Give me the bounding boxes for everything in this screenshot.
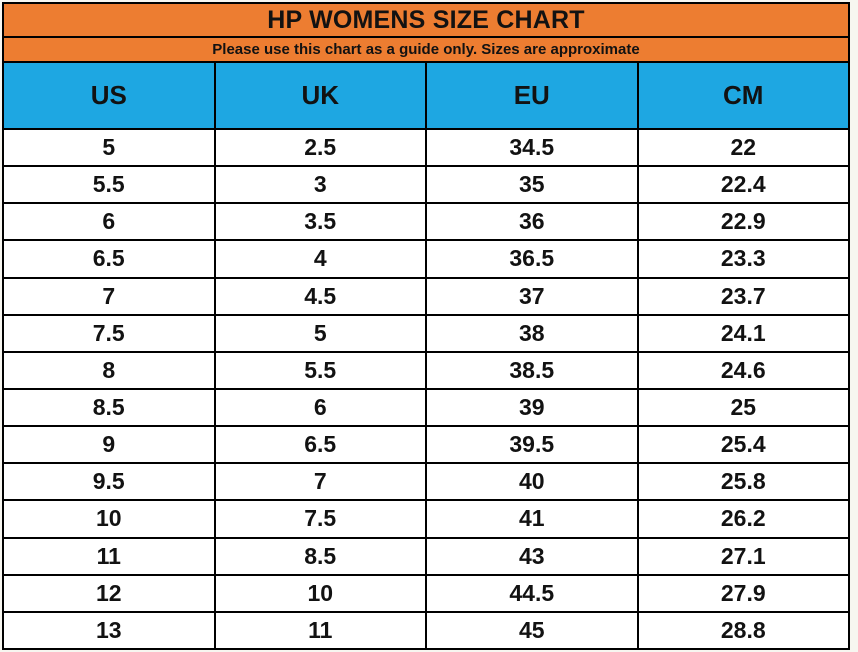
- table-row: 6 3.5 36 22.9: [4, 204, 848, 242]
- table-cell: 5.5: [4, 167, 216, 203]
- table-row: 7 4.5 37 23.7: [4, 278, 848, 316]
- table-cell: 36: [427, 204, 639, 240]
- table-cell: 9.5: [4, 464, 216, 500]
- table-cell: 38.5: [427, 352, 639, 388]
- table-cell: 23.3: [720, 245, 766, 272]
- table-cell: 40: [427, 464, 639, 500]
- table-cell: 6.5: [216, 427, 427, 463]
- table-cell: 25.8: [720, 468, 766, 495]
- table-cell: 8.5: [4, 389, 216, 426]
- table-cell: 6: [216, 389, 427, 426]
- table-row: 9 6.5 39.5 25.4: [4, 427, 848, 465]
- table-cell: 24.1: [720, 319, 766, 346]
- table-cell: 39: [427, 389, 639, 426]
- table-row: 12 10 44.5 27.9: [4, 575, 848, 613]
- table-cell: 4: [216, 241, 427, 277]
- table-cell: 38: [427, 315, 639, 351]
- table-row: 8.5 6 39 25: [4, 389, 848, 428]
- table-cell: 13: [4, 612, 216, 648]
- table-row: 8 5.5 38.5 24.6: [4, 352, 848, 390]
- table-cell: 7: [4, 278, 216, 314]
- table-cell: 8: [4, 352, 216, 388]
- table-cell: 45: [427, 612, 639, 648]
- table-cell: 27.1: [720, 542, 766, 569]
- table-cell: 39.5: [427, 427, 639, 463]
- table-cell: 34.5: [427, 130, 639, 166]
- column-header-eu: EU: [427, 63, 639, 128]
- table-body: 5 2.5 34.5 22 5.5 3 35 22.4 6 3.5 36 22.9 6.5 4 36.5 23…: [4, 130, 848, 648]
- table-cell: 26.2: [720, 505, 766, 532]
- column-header-row: US UK EU CM: [4, 63, 848, 130]
- table-cell: 22: [730, 134, 757, 161]
- table-cell: 22.9: [720, 208, 766, 235]
- table-cell: 6.5: [4, 241, 216, 277]
- table-row: 5.5 3 35 22.4: [4, 167, 848, 205]
- table-row: 10 7.5 41 26.2: [4, 501, 848, 539]
- table-cell: 3: [216, 167, 427, 203]
- table-cell: 5: [216, 315, 427, 351]
- table-cell: 22.4: [720, 171, 766, 198]
- table-row: 9.5 7 40 25.8: [4, 464, 848, 502]
- table-cell: 27.9: [720, 579, 766, 606]
- table-cell: 8.5: [216, 538, 427, 574]
- table-row: 5 2.5 34.5 22: [4, 130, 848, 168]
- table-cell: 37: [427, 278, 639, 314]
- chart-disclaimer: Please use this chart as a guide only. S…: [4, 38, 848, 63]
- table-row: 7.5 5 38 24.1: [4, 315, 848, 353]
- table-cell: 3.5: [216, 204, 427, 240]
- table-cell: 6: [4, 204, 216, 240]
- table-cell: 7: [216, 464, 427, 500]
- table-cell: 28.8: [720, 616, 766, 643]
- chart-title: HP WOMENS SIZE CHART: [4, 4, 848, 38]
- table-cell: 11: [4, 538, 216, 574]
- table-cell: 9: [4, 427, 216, 463]
- table-cell: 10: [216, 575, 427, 611]
- table-cell: 12: [4, 575, 216, 611]
- table-row: 13 11 45 28.8: [4, 612, 848, 648]
- table-cell: 25: [730, 394, 757, 421]
- column-header-cm: CM: [723, 80, 764, 110]
- table-cell: 24.6: [720, 356, 766, 383]
- table-cell: 35: [427, 167, 639, 203]
- table-cell: 11: [216, 612, 427, 648]
- table-cell: 7.5: [216, 501, 427, 537]
- table-cell: 7.5: [4, 315, 216, 351]
- table-row: 11 8.5 43 27.1: [4, 538, 848, 576]
- table-cell: 10: [4, 501, 216, 537]
- table-row: 6.5 4 36.5 23.3: [4, 241, 848, 279]
- table-cell: 41: [427, 501, 639, 537]
- column-header-us: US: [4, 63, 216, 128]
- table-cell: 5: [4, 130, 216, 166]
- table-cell: 4.5: [216, 278, 427, 314]
- table-cell: 23.7: [720, 282, 766, 309]
- column-header-uk: UK: [216, 63, 427, 128]
- table-cell: 36.5: [427, 241, 639, 277]
- table-cell: 44.5: [427, 575, 639, 611]
- table-cell: 43: [427, 538, 639, 574]
- table-cell: 2.5: [216, 130, 427, 166]
- table-cell: 5.5: [216, 352, 427, 388]
- table-cell: 25.4: [720, 431, 766, 458]
